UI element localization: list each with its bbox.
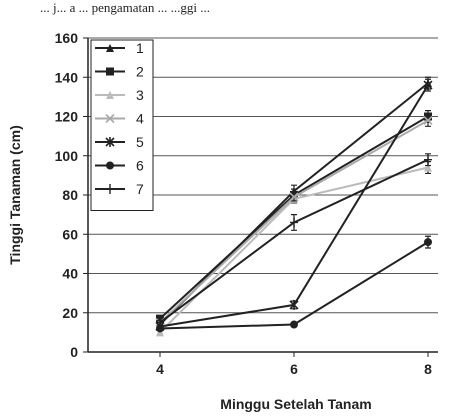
legend-marker-6 (106, 161, 114, 170)
data-point-5-6 (289, 299, 299, 310)
series-line-5 (159, 84, 429, 328)
data-point-4-6 (289, 192, 299, 202)
y-tick-label-0: 0 (70, 344, 78, 360)
y-tick-label-100: 100 (55, 148, 79, 164)
x-axis-ticks: 4 6 8 (156, 352, 432, 377)
legend-label-7: 7 (136, 181, 144, 197)
legend-marker-7 (106, 184, 114, 194)
x-tick-label-8: 8 (424, 361, 432, 377)
series-layer (155, 76, 433, 337)
legend: 1 2 3 4 5 6 7 (90, 39, 154, 211)
legend-marker-4 (105, 113, 115, 124)
x-axis-title: Minggu Setelah Tanam (220, 396, 371, 412)
x-tick-label-6: 6 (290, 361, 298, 377)
x-tick-label-4: 4 (156, 361, 164, 377)
axes (87, 38, 438, 353)
data-point-6-4 (156, 324, 164, 333)
y-tick-label-140: 140 (55, 69, 79, 85)
data-point-6-6 (290, 320, 298, 329)
y-axis-title: Tinggi Tanaman (cm) (7, 125, 23, 265)
series-6 (156, 235, 432, 333)
legend-marker-5 (105, 137, 115, 147)
cropped-caption-text: ... j... a ... pengamatan ... ...ggi ... (40, 0, 210, 15)
legend-label-3: 3 (136, 87, 144, 103)
legend-label-1: 1 (136, 40, 144, 56)
series-line-7 (159, 158, 429, 324)
legend-box (90, 39, 154, 211)
data-point-6-8 (424, 238, 432, 247)
legend-label-2: 2 (136, 64, 144, 80)
y-tick-label-60: 60 (62, 226, 78, 242)
legend-label-4: 4 (136, 111, 144, 127)
legend-label-5: 5 (136, 134, 144, 150)
y-tick-label-120: 120 (55, 109, 79, 125)
legend-marker-1 (106, 44, 114, 52)
y-tick-label-80: 80 (62, 187, 78, 203)
series-line-1 (159, 82, 429, 326)
legend-marker-3 (106, 91, 114, 99)
data-point-4-8 (423, 115, 433, 125)
data-point-3-8 (424, 163, 432, 172)
y-tick-label-160: 160 (55, 30, 79, 46)
y-tick-label-40: 40 (62, 266, 78, 282)
legend-label-6: 6 (136, 158, 144, 174)
legend-marker-2 (106, 67, 114, 76)
data-point-7-8 (424, 154, 432, 165)
series-7 (156, 153, 432, 328)
y-tick-label-20: 20 (62, 305, 78, 321)
data-point-7-6 (290, 217, 298, 228)
y-axis-ticks: 0 20 40 60 80 100 120 140 160 (55, 30, 88, 360)
data-point-7-4 (156, 317, 164, 328)
data-point-5-8 (423, 80, 433, 91)
